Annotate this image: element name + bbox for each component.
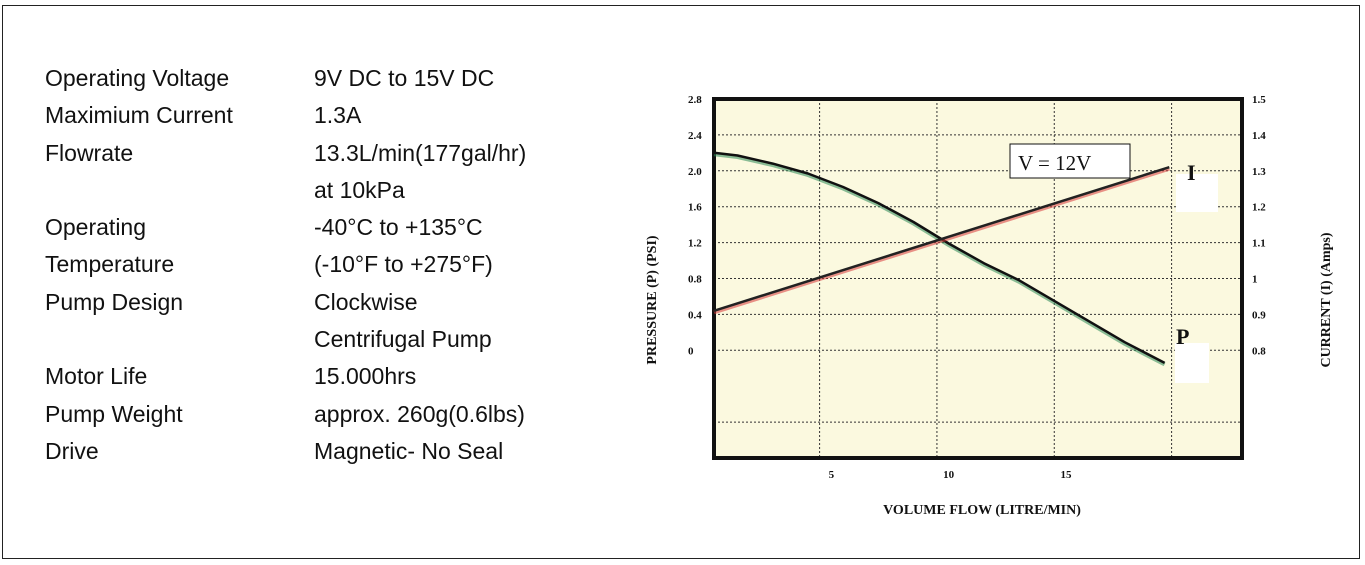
spec-value: 15.000hrs: [314, 363, 417, 390]
x-tick-label: 15: [1061, 469, 1073, 481]
y-right-tick-label: 1.3: [1252, 166, 1266, 178]
series-label-P: P: [1176, 324, 1189, 349]
y-left-tick-label: 0: [688, 345, 694, 357]
spec-label: Drive: [45, 437, 99, 464]
label-box: [1175, 343, 1209, 383]
series-I-line: [713, 166, 1170, 312]
y-left-tick-label: 0.8: [688, 274, 702, 286]
series-P-line: [713, 151, 1166, 365]
label-box: [1176, 174, 1218, 212]
spec-label: Flowrate: [45, 139, 134, 166]
y-left-tick-label: 0.4: [688, 309, 702, 321]
y-left-tick-label: 2.4: [688, 130, 702, 142]
y-left-axis-title: PRESSURE (P) (PSI): [645, 235, 660, 364]
y-right-tick-label: 1.4: [1252, 130, 1266, 142]
spec-value: 13.3L/min(177gal/hr): [314, 139, 527, 166]
y-right-tick-label: 1.1: [1252, 238, 1266, 250]
x-axis-title: VOLUME FLOW (LITRE/MIN): [883, 503, 1081, 518]
spec-value: -40°C to +135°C: [314, 214, 483, 241]
spec-value: approx. 260g(0.6lbs): [314, 400, 525, 427]
spec-value: Clockwise: [314, 288, 418, 315]
x-tick-label: 10: [943, 469, 955, 481]
y-left-tick-label: 1.6: [688, 202, 702, 214]
annotation-box: [1009, 143, 1131, 179]
spec-value: Magnetic- No Seal: [314, 437, 504, 464]
spec-label: Maximium Current: [45, 102, 233, 129]
annotation-label: V = 12V: [1018, 151, 1091, 175]
spec-label: Pump Design: [45, 288, 184, 315]
y-right-tick-label: 1.5: [1252, 94, 1266, 106]
spec-value: at 10kPa: [314, 176, 405, 203]
spec-value: (-10°F to +275°F): [314, 251, 493, 278]
spec-label: Pump Weight: [45, 400, 183, 427]
y-right-axis-title: CURRENT (I) (Amps): [1319, 232, 1334, 367]
y-right-tick-label: 1: [1252, 274, 1258, 286]
y-left-tick-label: 1.2: [688, 238, 702, 250]
plot-frame: [712, 97, 1244, 460]
spec-value: Centrifugal Pump: [314, 326, 492, 353]
y-left-tick-label: 2.0: [688, 166, 702, 178]
y-right-tick-label: 0.8: [1252, 345, 1266, 357]
y-right-tick-label: 0.9: [1252, 309, 1266, 321]
y-right-tick-label: 1.2: [1252, 202, 1266, 214]
spec-value: 9V DC to 15V DC: [314, 65, 495, 91]
spec-label: Operating: [45, 214, 147, 241]
x-tick-label: 5: [829, 469, 835, 481]
series-P-shadow: [713, 152, 1166, 367]
spec-label: Operating Voltage: [45, 65, 230, 91]
spec-label: Temperature: [45, 251, 175, 278]
spec-label: Motor Life: [45, 363, 148, 390]
y-left-tick-label: 2.8: [688, 94, 702, 106]
spec-value: 1.3A: [314, 102, 362, 129]
series-label-I: I: [1187, 160, 1196, 185]
series-I-shadow: [713, 166, 1170, 315]
